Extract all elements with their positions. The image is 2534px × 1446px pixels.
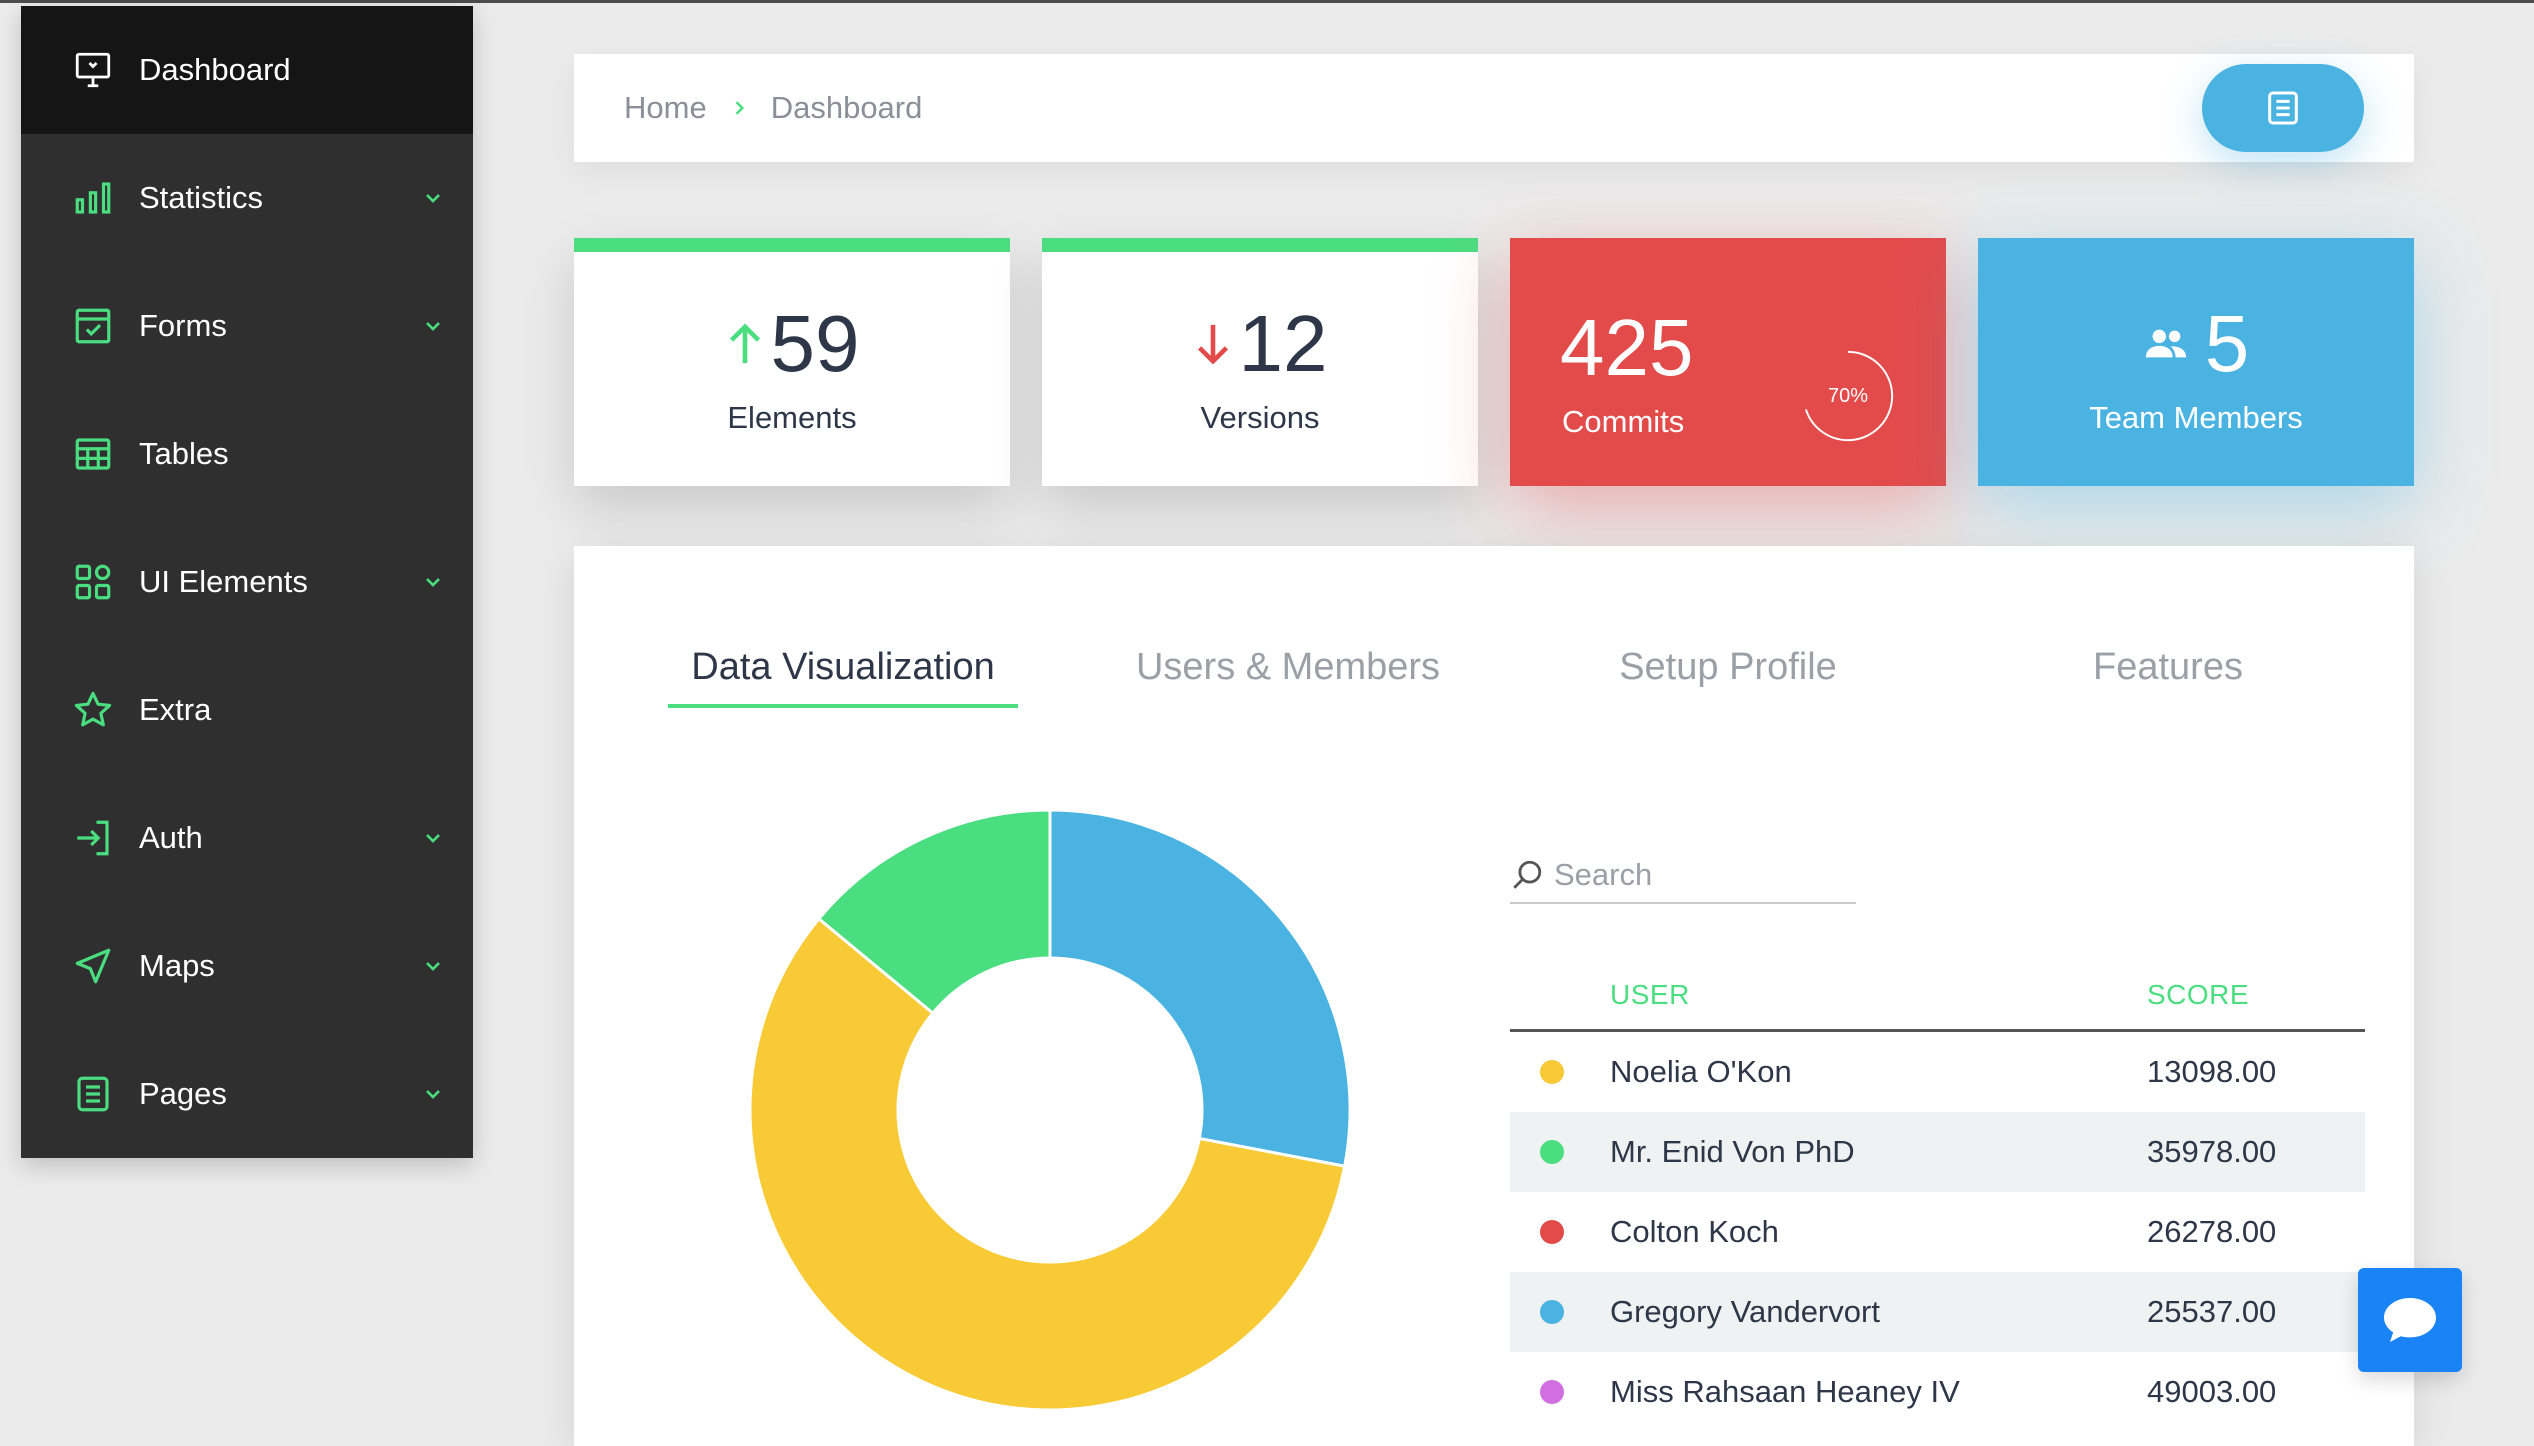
arrow-down-icon xyxy=(1197,324,1228,365)
sidebar-item-tables[interactable]: Tables xyxy=(21,390,473,518)
donut-slice[interactable] xyxy=(816,808,1052,1016)
stat-value: 59 xyxy=(770,299,860,388)
star-icon xyxy=(71,688,115,732)
table-row[interactable]: Miss Rahsaan Heaney IV 49003.00 xyxy=(1510,1352,2365,1432)
sidebar-item-statistics[interactable]: Statistics xyxy=(21,134,473,262)
tab-data-visualization[interactable]: Data Visualization xyxy=(668,646,1018,708)
user-name: Gregory Vandervort xyxy=(1610,1294,1880,1329)
sidebar-item-label: Statistics xyxy=(139,180,264,215)
sidebar-item-dashboard[interactable]: Dashboard xyxy=(21,6,473,134)
sidebar-item-label: Forms xyxy=(139,308,227,343)
stat-card-elements: 59 Elements xyxy=(574,238,1010,486)
tab-bar: Data Visualization Users & Members Setup… xyxy=(668,646,2318,708)
chevron-down-icon xyxy=(426,194,440,203)
status-dot xyxy=(1540,1380,1564,1404)
stat-value: 12 xyxy=(1238,299,1328,388)
stat-label: Versions xyxy=(1200,400,1320,435)
stat-label: Elements xyxy=(727,400,857,435)
sidebar-item-label: Tables xyxy=(139,436,229,471)
table-row[interactable]: Gregory Vandervort 25537.00 xyxy=(1510,1272,2365,1352)
sidebar-item-label: Auth xyxy=(139,820,203,855)
main-panel: Data Visualization Users & Members Setup… xyxy=(574,546,2414,1446)
search-icon xyxy=(1513,860,1542,889)
stat-card-team: 5 Team Members xyxy=(1978,238,2414,486)
sidebar-item-extra[interactable]: Extra xyxy=(21,646,473,774)
sidebar: Dashboard Statistics Forms Tables UI Ele… xyxy=(21,6,473,1158)
column-header-score[interactable]: SCORE xyxy=(2147,979,2250,1010)
people-icon xyxy=(2145,329,2186,358)
stat-value: 425 xyxy=(1560,303,1694,392)
users-table: USER SCORE Noelia O'Kon 13098.00 Mr. Eni… xyxy=(1510,964,2365,1432)
arrow-up-icon xyxy=(729,323,760,364)
user-name: Mr. Enid Von PhD xyxy=(1610,1134,1855,1169)
sidebar-item-forms[interactable]: Forms xyxy=(21,262,473,390)
table-row[interactable]: Noelia O'Kon 13098.00 xyxy=(1510,1032,2365,1112)
breadcrumb-home[interactable]: Home xyxy=(624,90,707,125)
sidebar-item-label: Extra xyxy=(139,692,212,727)
tab-features[interactable]: Features xyxy=(2093,646,2243,688)
grid-shapes-icon xyxy=(71,560,115,604)
monitor-icon xyxy=(71,48,115,92)
sidebar-item-ui-elements[interactable]: UI Elements xyxy=(21,518,473,646)
progress-label: 70% xyxy=(1827,384,1869,407)
user-name: Miss Rahsaan Heaney IV xyxy=(1610,1374,1960,1409)
sign-in-icon xyxy=(71,816,115,860)
user-score: 25537.00 xyxy=(2147,1294,2277,1329)
top-border xyxy=(0,0,2534,3)
user-score: 35978.00 xyxy=(2147,1134,2277,1169)
donut-chart xyxy=(748,808,1352,1412)
status-dot xyxy=(1540,1060,1564,1084)
sidebar-item-maps[interactable]: Maps xyxy=(21,902,473,1030)
donut-slice[interactable] xyxy=(748,916,1347,1412)
tab-setup-profile[interactable]: Setup Profile xyxy=(1619,646,1837,688)
chevron-down-icon xyxy=(426,1090,440,1099)
stat-label: Team Members xyxy=(2089,400,2303,435)
breadcrumb: Home Dashboard xyxy=(574,54,2414,162)
chevron-down-icon xyxy=(426,578,440,587)
stat-value: 5 xyxy=(2204,299,2250,388)
chat-button[interactable] xyxy=(2358,1268,2462,1372)
page-action-button[interactable] xyxy=(2202,64,2364,152)
document-icon xyxy=(71,1072,115,1116)
stat-card-versions: 12 Versions xyxy=(1042,238,1478,486)
search-box xyxy=(1510,848,1856,904)
chevron-down-icon xyxy=(426,834,440,843)
search-input[interactable] xyxy=(1554,857,1844,893)
donut-slice[interactable] xyxy=(1048,808,1352,1168)
chevron-down-icon xyxy=(426,322,440,331)
progress-ring xyxy=(1802,350,1894,442)
status-dot xyxy=(1540,1220,1564,1244)
sidebar-item-label: UI Elements xyxy=(139,564,308,599)
user-score: 13098.00 xyxy=(2147,1054,2277,1089)
table-body: Noelia O'Kon 13098.00 Mr. Enid Von PhD 3… xyxy=(1510,1032,2365,1432)
chat-bubble-icon xyxy=(2384,1298,2436,1342)
table-row[interactable]: Mr. Enid Von PhD 35978.00 xyxy=(1510,1112,2365,1192)
checkbox-icon xyxy=(71,304,115,348)
stat-card-commits: 425 Commits 70% xyxy=(1510,238,1946,486)
table-header: USER SCORE xyxy=(1510,964,2365,1032)
chevron-right-icon xyxy=(735,101,744,115)
breadcrumb-current: Dashboard xyxy=(770,90,923,125)
sidebar-item-auth[interactable]: Auth xyxy=(21,774,473,902)
table-icon xyxy=(71,432,115,476)
user-score: 26278.00 xyxy=(2147,1214,2277,1249)
document-icon xyxy=(2268,91,2298,125)
sidebar-item-pages[interactable]: Pages xyxy=(21,1030,473,1158)
user-name: Colton Koch xyxy=(1610,1214,1779,1249)
status-dot xyxy=(1540,1140,1564,1164)
user-score: 49003.00 xyxy=(2147,1374,2277,1409)
user-name: Noelia O'Kon xyxy=(1610,1054,1792,1089)
sidebar-item-label: Maps xyxy=(139,948,215,983)
bar-chart-icon xyxy=(71,176,115,220)
tab-users-members[interactable]: Users & Members xyxy=(1135,646,1441,688)
navigation-arrow-icon xyxy=(71,944,115,988)
column-header-user[interactable]: USER xyxy=(1610,979,1690,1010)
chevron-down-icon xyxy=(426,962,440,971)
table-row[interactable]: Colton Koch 26278.00 xyxy=(1510,1192,2365,1272)
stat-label: Commits xyxy=(1562,404,1685,439)
sidebar-item-label: Pages xyxy=(139,1076,227,1111)
status-dot xyxy=(1540,1300,1564,1324)
sidebar-item-label: Dashboard xyxy=(139,52,291,87)
